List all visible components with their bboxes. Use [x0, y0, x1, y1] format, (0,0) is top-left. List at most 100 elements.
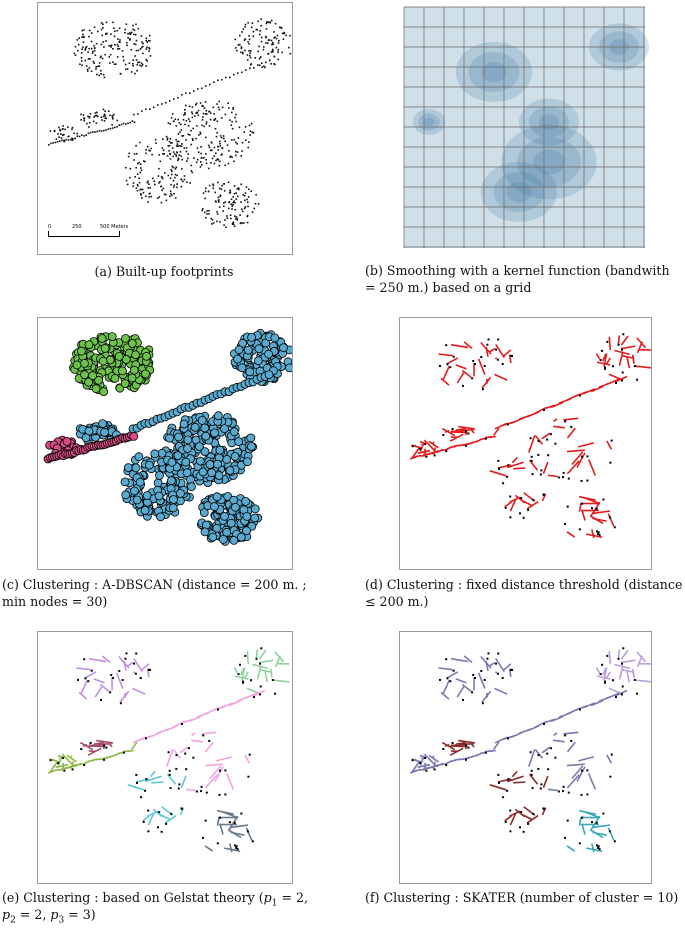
footprint	[520, 811, 522, 813]
footprint	[139, 65, 141, 67]
footprint	[467, 747, 469, 749]
footprint	[261, 62, 263, 64]
cluster-point	[169, 504, 177, 512]
footprint	[509, 496, 511, 498]
footprint	[172, 113, 174, 115]
footprint	[94, 131, 96, 133]
footprint	[127, 37, 129, 39]
scale-label-250: 250	[72, 224, 82, 230]
network-edge	[231, 825, 248, 827]
footprint	[93, 62, 95, 64]
network-edge	[496, 659, 505, 672]
footprint	[184, 124, 186, 126]
footprint	[200, 146, 202, 148]
footprint	[453, 356, 455, 358]
footprint	[288, 47, 290, 49]
network-edge	[527, 816, 538, 823]
footprint	[258, 46, 260, 48]
footprint	[136, 70, 138, 72]
footprint	[581, 794, 583, 796]
footprint	[87, 70, 89, 72]
cluster-point	[100, 388, 108, 396]
network-edge	[553, 740, 565, 742]
footprint	[114, 44, 116, 46]
footprint	[265, 42, 267, 44]
footprint	[185, 92, 187, 94]
network-edge	[54, 759, 55, 760]
footprint	[178, 788, 180, 790]
footprint	[78, 37, 80, 39]
footprint	[219, 770, 221, 772]
cluster-point	[208, 469, 216, 477]
cluster-point	[183, 469, 191, 477]
cluster-point	[101, 344, 109, 352]
footprint	[144, 790, 146, 792]
cluster-point	[206, 461, 214, 469]
footprint	[604, 682, 606, 684]
footprint	[126, 42, 128, 44]
footprint	[104, 77, 106, 79]
cluster-point	[135, 453, 143, 461]
footprint	[147, 182, 149, 184]
network-edge	[441, 378, 449, 385]
footprint	[237, 188, 239, 190]
footprint	[110, 54, 112, 56]
footprint	[259, 58, 261, 60]
cluster-point	[63, 437, 71, 445]
footprint	[206, 163, 208, 165]
network-edge	[535, 436, 542, 445]
footprint	[223, 206, 225, 208]
footprint	[527, 509, 529, 511]
footprint	[147, 830, 149, 832]
footprint	[83, 114, 85, 116]
network-edge	[447, 358, 458, 364]
footprint	[228, 208, 230, 210]
network-edge	[608, 828, 614, 841]
kernel-density	[506, 182, 531, 202]
footprint	[191, 144, 193, 146]
footprint	[232, 204, 234, 206]
footprint	[249, 125, 251, 127]
footprint	[502, 482, 504, 484]
footprint	[255, 203, 257, 205]
network-edge	[201, 732, 216, 734]
footprint	[166, 136, 168, 138]
footprint	[89, 116, 91, 118]
footprint	[253, 36, 255, 38]
footprint	[64, 129, 66, 131]
footprint	[202, 734, 204, 736]
footprint	[150, 55, 152, 57]
footprint	[568, 478, 570, 480]
network-edge	[495, 358, 497, 359]
footprint	[102, 35, 104, 37]
footprint	[498, 468, 500, 470]
footprint	[161, 831, 163, 833]
footprint	[98, 75, 100, 77]
footprint	[261, 67, 263, 69]
footprint	[96, 43, 98, 45]
footprint	[131, 32, 133, 34]
footprint	[134, 121, 136, 123]
network-edge	[609, 688, 621, 693]
footprint	[173, 180, 175, 182]
footprint	[181, 178, 183, 180]
footprint	[198, 134, 200, 136]
footprint	[273, 31, 275, 33]
footprint	[505, 507, 507, 509]
footprint	[141, 197, 143, 199]
footprint	[72, 768, 74, 770]
footprint	[87, 680, 89, 682]
kernel-grid-map	[399, 2, 650, 253]
footprint	[272, 51, 274, 53]
footprint	[240, 155, 242, 157]
footprint	[93, 61, 95, 63]
footprint	[152, 178, 154, 180]
footprint	[117, 44, 119, 46]
footprint	[229, 821, 231, 823]
footprint	[140, 677, 142, 679]
footprint	[229, 119, 231, 121]
footprint	[209, 185, 211, 187]
footprint	[244, 131, 246, 133]
footprint	[200, 790, 202, 792]
footprint	[424, 443, 426, 445]
